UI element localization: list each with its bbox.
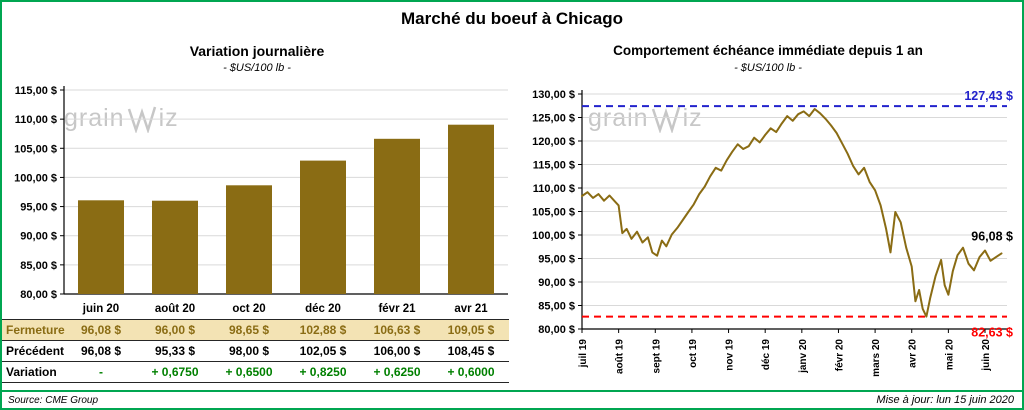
value-cell: 96,08 $ (80, 344, 122, 358)
price-line (581, 108, 1003, 318)
value-cell: + 0,6500 (225, 365, 273, 379)
x-tick-label: oct 19 (688, 339, 699, 368)
y-tick-label: 110,00 $ (533, 183, 575, 195)
value-cell: + 0,8250 (299, 365, 347, 379)
category-label: juin 20 (82, 303, 120, 315)
value-cell: 102,05 $ (299, 344, 347, 358)
y-tick-label: 105,00 $ (14, 143, 57, 155)
y-tick-label: 120,00 $ (532, 136, 575, 148)
y-tick-label: 100,00 $ (532, 230, 575, 242)
y-tick-label: 85,00 $ (538, 301, 575, 313)
category-label: août 20 (154, 303, 196, 315)
y-tick-label: 115,00 $ (533, 160, 575, 172)
price-table: Fermeture 96,08 $ 96,00 $ 98,65 $ 102,88 $ 10… (2, 319, 509, 383)
update-note: Mise à jour: lun 15 juin 2020 (876, 394, 1014, 406)
row-label: Variation (6, 365, 57, 379)
x-tick-label: déc 19 (761, 339, 772, 371)
y-tick-label: 110,00 $ (15, 114, 57, 126)
y-tick-label: 85,00 $ (20, 260, 57, 272)
value-cell: 96,08 $ (80, 323, 122, 337)
value-cell: 108,45 $ (447, 344, 495, 358)
footer-divider (2, 390, 1022, 392)
value-cell: 106,63 $ (373, 323, 421, 337)
category-label: oct 20 (232, 303, 266, 315)
grainwiz-watermark: grain iz (64, 104, 179, 133)
value-cell: 96,00 $ (154, 323, 196, 337)
category-label: déc 20 (305, 303, 341, 315)
x-tick-label: mai 20 (944, 339, 955, 371)
value-cell: 109,05 $ (447, 323, 495, 337)
grainwiz-w-icon (651, 106, 680, 133)
row-label: Fermeture (6, 323, 65, 337)
bar-avr 21 (448, 124, 494, 294)
value-cell: 98,00 $ (228, 344, 270, 358)
yearly-high-label: 127,43 $ (964, 89, 1013, 103)
line-chart-subtitle: - $US/100 lb - (734, 62, 802, 74)
x-tick-label: juil 19 (578, 339, 589, 369)
page-title: Marché du boeuf à Chicago (401, 9, 623, 28)
value-cell: + 0,6250 (373, 365, 421, 379)
value-cell: 106,00 $ (373, 344, 421, 358)
x-tick-label: mars 20 (871, 339, 882, 377)
yearly-low-label: 82,63 $ (971, 326, 1013, 340)
value-cell: + 0,6000 (447, 365, 495, 379)
y-tick-label: 125,00 $ (532, 113, 575, 125)
value-cell: 98,65 $ (228, 323, 270, 337)
y-tick-label: 95,00 $ (20, 202, 57, 214)
y-tick-label: 100,00 $ (14, 172, 57, 184)
table-row-variation: Variation - + 0,6750 + 0,6500 + 0,8250 + 0,62… (2, 362, 509, 383)
value-cell: 102,88 $ (299, 323, 347, 337)
bar-chart: 115,00 $ 110,00 $ 105,00 $ 100,00 $ 95,00 $ 9… (14, 85, 508, 300)
category-label: févr 21 (378, 303, 416, 315)
category-spacer (2, 301, 64, 318)
x-tick-label: avr 20 (908, 339, 919, 368)
y-tick-label: 80,00 $ (538, 324, 575, 336)
y-tick-label: 115,00 $ (15, 85, 57, 97)
y-tick-label: 95,00 $ (538, 254, 575, 266)
value-cell: - (99, 365, 103, 379)
bar-févr 21 (374, 138, 420, 294)
source-note: Source: CME Group (8, 395, 99, 406)
x-tick-label: sept 19 (651, 339, 662, 374)
y-tick-label: 90,00 $ (20, 231, 57, 243)
x-tick-label: nov 19 (725, 339, 736, 371)
line-chart-title: Comportement échéance immédiate depuis 1… (613, 43, 923, 58)
x-tick-label: août 19 (615, 339, 626, 374)
grainwiz-w-icon (127, 106, 156, 133)
y-tick-label: 90,00 $ (538, 277, 575, 289)
bar-déc 20 (300, 160, 346, 294)
y-tick-label: 80,00 $ (20, 289, 57, 300)
row-label: Précédent (6, 344, 65, 358)
value-cell: 95,33 $ (154, 344, 196, 358)
value-cell: + 0,6750 (151, 365, 199, 379)
bar-juin 20 (78, 200, 124, 294)
last-price-label: 96,08 $ (971, 229, 1013, 243)
bar-chart-title: Variation journalière (189, 43, 325, 59)
line-chart: 130,00 $ 125,00 $ 120,00 $ 115,00 $ 110,00 $… (532, 89, 1013, 377)
table-row-précédent: Précédent 96,08 $ 95,33 $ 98,00 $ 102,05 $ 10… (2, 341, 509, 362)
watermark-text-post: iz (158, 104, 179, 132)
bar-chart-subtitle: - $US/100 lb - (223, 62, 291, 74)
table-row-fermeture: Fermeture 96,08 $ 96,00 $ 98,65 $ 102,88 $ 10… (2, 320, 509, 341)
x-tick-label: janv 20 (798, 339, 809, 374)
category-label: avr 21 (454, 303, 488, 315)
bar-categories-row: juin 20 août 20 oct 20 déc 20 févr 21 avr 21 (2, 301, 508, 318)
x-tick-label: févr 20 (835, 339, 846, 372)
x-tick-label: juin 20 (981, 339, 992, 372)
watermark-text-pre: grain (64, 104, 125, 132)
y-tick-label: 105,00 $ (532, 207, 575, 219)
y-tick-label: 130,00 $ (532, 89, 575, 101)
bar-oct 20 (226, 185, 272, 294)
bar-août 20 (152, 200, 198, 294)
